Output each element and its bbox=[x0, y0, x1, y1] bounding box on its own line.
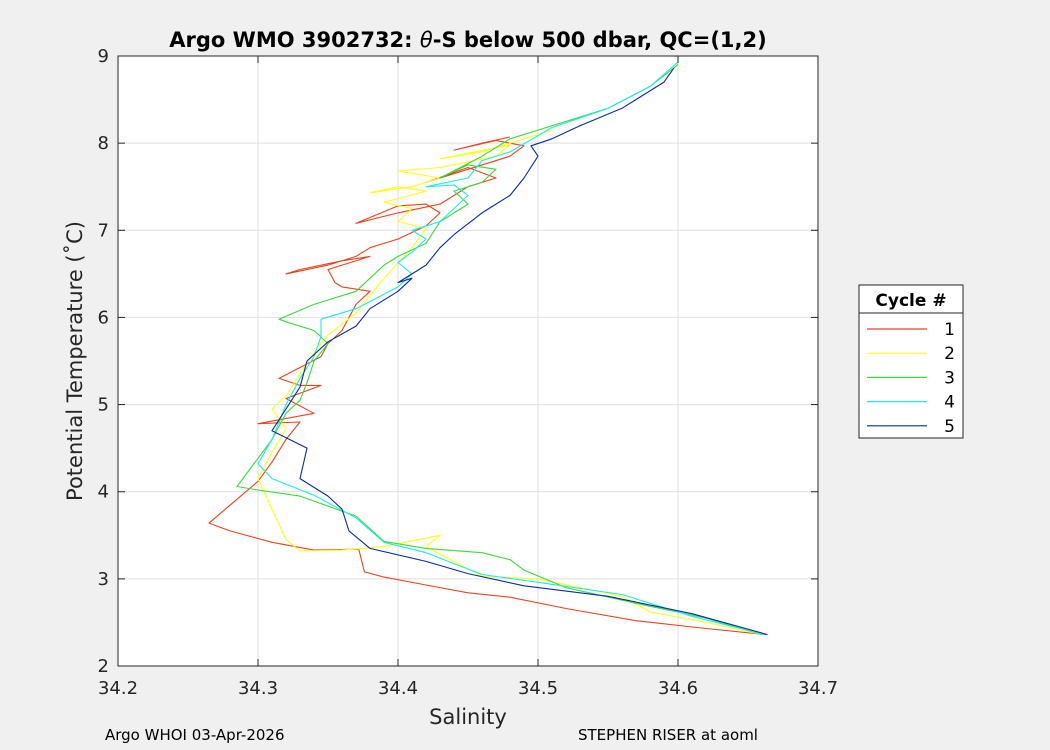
series-line-cycle-4 bbox=[257, 61, 765, 636]
legend-label-cycle-1: 1 bbox=[944, 320, 955, 340]
axis-ticks: 34.2 34.3 34.4 34.5 34.6 34.7 2 3 4 5 6 7 8 9 bbox=[98, 46, 838, 699]
x-tick-label: 34.5 bbox=[518, 678, 558, 699]
y-tick-label: 9 bbox=[98, 46, 109, 67]
x-tick-label: 34.7 bbox=[798, 678, 838, 699]
y-tick-label: 8 bbox=[98, 133, 109, 154]
legend-label-cycle-2: 2 bbox=[944, 344, 955, 364]
x-tick-label: 34.4 bbox=[378, 678, 418, 699]
y-tick-label: 6 bbox=[98, 307, 109, 328]
x-tick-label: 34.3 bbox=[238, 678, 278, 699]
legend: Cycle # 1 2 3 4 5 bbox=[858, 284, 964, 439]
x-tick-label: 34.6 bbox=[658, 678, 698, 699]
series-line-cycle-2 bbox=[257, 129, 763, 636]
legend-title: Cycle # bbox=[875, 291, 946, 311]
x-axis-label: Salinity bbox=[429, 705, 507, 729]
footer-left: Argo WHOI 03-Apr-2026 bbox=[105, 726, 285, 744]
x-tick-label: 34.2 bbox=[98, 678, 138, 699]
plot-area bbox=[118, 56, 818, 666]
y-tick-label: 5 bbox=[98, 395, 109, 416]
legend-label-cycle-3: 3 bbox=[944, 368, 955, 388]
y-axis-label: Potential Temperature (˚C) bbox=[63, 221, 87, 501]
y-tick-label: 2 bbox=[98, 656, 109, 677]
series-line-cycle-3 bbox=[236, 64, 763, 636]
series-layer bbox=[208, 61, 768, 636]
y-tick-label: 4 bbox=[98, 482, 109, 503]
y-tick-label: 3 bbox=[98, 569, 109, 590]
series-line-cycle-5 bbox=[271, 67, 768, 636]
y-tick-label: 7 bbox=[98, 220, 109, 241]
legend-items: 1 2 3 4 5 bbox=[867, 320, 955, 437]
plot-frame bbox=[117, 55, 819, 667]
legend-label-cycle-5: 5 bbox=[944, 417, 955, 437]
legend-label-cycle-4: 4 bbox=[944, 393, 955, 413]
chart-title: Argo WMO 3902732: θ-S below 500 dbar, QC… bbox=[169, 28, 766, 52]
legend-box bbox=[858, 284, 964, 439]
footer-right: STEPHEN RISER at aoml bbox=[578, 726, 758, 744]
